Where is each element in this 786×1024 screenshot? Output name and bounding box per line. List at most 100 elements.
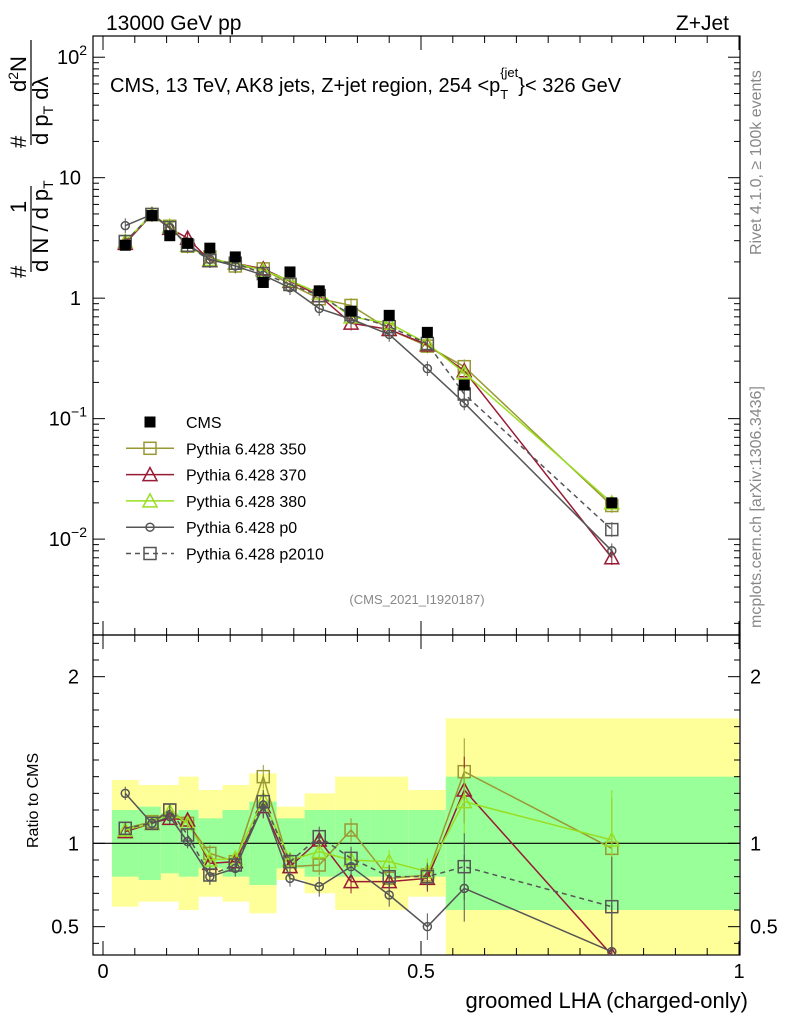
ratio-marker-p2010 [256, 794, 271, 809]
top-y-tick-label: 102 [57, 42, 87, 69]
ratio-panel-frame [92, 634, 741, 956]
ratio-marker-p350 [344, 823, 358, 837]
legend-marker-p2010 [143, 546, 157, 561]
marker-cms [383, 309, 395, 321]
ratio-marker-p0 [120, 788, 131, 799]
legend-marker-p0 [145, 522, 155, 532]
legend-item-p0: Pythia 6.428 p0 [126, 520, 297, 537]
marker-cms [257, 276, 269, 288]
ratio-marker-p380 [201, 851, 219, 867]
ratio-line-p0 [124, 792, 613, 953]
ratio-marker-p2010 [312, 829, 326, 844]
marker-p0 [314, 303, 324, 314]
ratio-marker-p2010 [203, 868, 217, 882]
ratio-marker-p380 [603, 831, 621, 847]
x-tick-label: 1 [733, 961, 744, 983]
series-p2010 [118, 207, 619, 537]
ratio-panel-series [117, 738, 621, 955]
plot-frames: 102 10 1 10−1 10−2 2 2 1 1 0.5 0.5 0 0.5 1 [49, 35, 778, 983]
legend-marker-p370 [141, 466, 159, 482]
legend-marker-cms [144, 416, 156, 428]
legend-item-p370: Pythia 6.428 370 [126, 466, 306, 485]
legend: CMS Pythia 6.428 350 Pythia 6.428 370 Pythi… [126, 415, 324, 564]
ratio-marker-p2010 [118, 821, 133, 836]
ratio-marker-p2010 [145, 816, 159, 831]
ratio-marker-p370 [342, 873, 360, 889]
legend-item-cms: CMS [144, 415, 222, 432]
ratio-marker-p380 [310, 843, 328, 859]
y-label-hash2: # [6, 135, 31, 148]
mcplots-label: mcplots.cern.ch [arXiv:1306.3436] [748, 386, 765, 628]
marker-p2010 [203, 253, 217, 268]
top-y-tick-label: 10−1 [49, 404, 87, 431]
ratio-marker-p350 [256, 769, 271, 784]
marker-p370 [603, 549, 621, 565]
marker-cms [164, 230, 176, 242]
ratio-marker-p0 [384, 890, 394, 900]
marker-cms [182, 237, 194, 249]
ratio-marker-p0 [285, 873, 295, 884]
marker-cms [458, 379, 470, 391]
series-line-p350 [124, 213, 613, 507]
ratio-marker-p2010 [344, 851, 358, 866]
x-tick-label: 0 [97, 961, 108, 983]
y-label-hash1: # [6, 265, 31, 278]
top-y-tick-label: 1 [70, 288, 81, 310]
ratio-marker-p2010 [457, 859, 471, 874]
ratio-y-axis-label: Ratio to CMS [25, 753, 42, 848]
y-label-num2: d2N [5, 56, 31, 92]
legend-label-p350: Pythia 6.428 350 [186, 441, 306, 458]
ratio-marker-p370 [117, 823, 134, 839]
ratio-y-tick-label: 1 [68, 833, 79, 855]
marker-cms [345, 305, 357, 317]
legend-item-p350: Pythia 6.428 350 [126, 441, 306, 458]
marker-p0 [120, 220, 131, 231]
top-panel-series [117, 205, 621, 566]
marker-p2010 [605, 522, 619, 537]
plot-title: CMS, 13 TeV, AK8 jets, Z+jet region, 254… [110, 65, 622, 102]
x-axis-label: groomed LHA (charged-only) [466, 988, 748, 1013]
ratio-marker-p2010 [180, 828, 195, 842]
top-y-tick-label: 10 [59, 168, 81, 190]
marker-cms [421, 326, 433, 338]
legend-marker-p350 [143, 441, 157, 456]
legend-label-cms: CMS [186, 415, 222, 432]
ratio-marker-p2010 [605, 899, 619, 914]
ratio-series-p2010 [118, 790, 619, 955]
header-left: 13000 GeV pp [106, 12, 241, 35]
ratio-marker-p2010 [283, 854, 297, 869]
ratio-marker-p2010 [382, 869, 396, 884]
ratio-y-tick-label: 2 [68, 667, 79, 689]
top-y-tick-label: 10−2 [49, 524, 87, 551]
series-p370 [117, 205, 621, 566]
legend-item-p380: Pythia 6.428 380 [126, 492, 306, 511]
marker-p0 [607, 546, 617, 556]
ratio-marker-p0 [314, 881, 324, 892]
marker-cms [606, 497, 618, 509]
ratio-line-p2010 [125, 799, 612, 908]
top-y-axis-label: # 1 d N / d pT # d2N d pT dλ [5, 40, 56, 278]
legend-label-p0: Pythia 6.428 p0 [186, 520, 297, 537]
ratio-marker-p380 [117, 821, 134, 837]
marker-cms [146, 210, 158, 222]
marker-cms [313, 285, 325, 297]
analysis-id: (CMS_2021_I1920187) [349, 592, 484, 607]
y-label-den2: d pT dλ [28, 76, 56, 145]
marker-p0 [422, 363, 433, 374]
legend-marker-p380 [141, 492, 159, 508]
ratio-marker-p2010 [228, 858, 243, 872]
ratio-y-tick-label-right: 2 [750, 667, 761, 689]
x-tick-label: 0.5 [407, 961, 435, 983]
top-panel-frame [92, 35, 741, 636]
ratio-y-tick-label: 0.5 [51, 917, 79, 939]
ratio-marker-p380 [455, 793, 473, 809]
marker-cms [204, 242, 216, 254]
legend-label-p370: Pythia 6.428 370 [186, 468, 306, 485]
marker-p380 [455, 364, 473, 380]
ratio-marker-p2010 [420, 869, 435, 884]
marker-cms [229, 251, 241, 263]
ratio-y-tick-label-right: 1 [750, 833, 761, 855]
legend-item-p2010: Pythia 6.428 p2010 [126, 547, 324, 564]
ratio-uncertainty-bands [111, 718, 739, 955]
